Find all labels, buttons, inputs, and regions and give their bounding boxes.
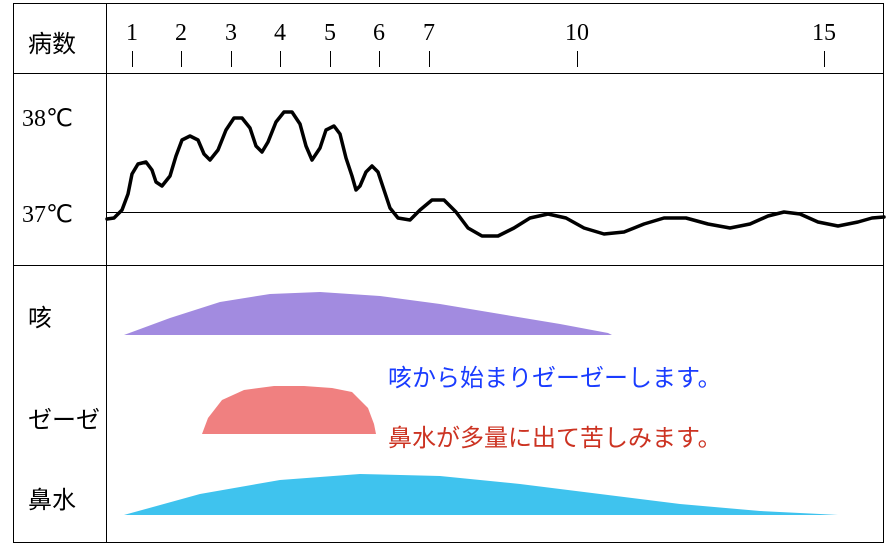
symptom-shape-wheeze (202, 386, 376, 434)
symptom-label-cough: 咳 (28, 298, 52, 333)
symptom-shape-cough (124, 292, 612, 335)
symptom-timeline-chart: 病数 12345671015 38℃37℃ 咳ゼーゼ鼻水 咳から始まりゼーゼーし… (0, 0, 887, 546)
symptom-shape-runny (124, 474, 838, 515)
symptom-label-runny: 鼻水 (28, 480, 76, 515)
annotation-0: 咳から始まりゼーゼーします。 (388, 358, 722, 393)
annotation-1: 鼻水が多量に出て苦しみます。 (388, 418, 722, 453)
symptom-label-wheeze: ゼーゼ (28, 400, 100, 435)
symptom-shapes (0, 0, 887, 546)
